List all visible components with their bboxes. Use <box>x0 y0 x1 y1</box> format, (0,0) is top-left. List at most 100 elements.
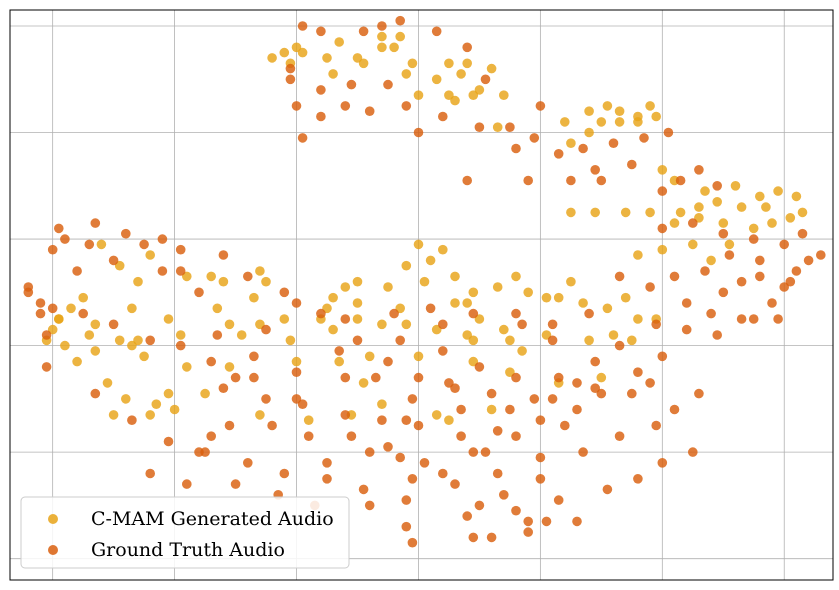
scatter-point <box>54 314 64 324</box>
scatter-point <box>511 271 521 282</box>
scatter-point <box>535 452 546 463</box>
scatter-point <box>620 292 631 303</box>
scatter-point <box>584 335 594 346</box>
scatter-point <box>297 133 308 143</box>
scatter-point <box>486 532 497 543</box>
scatter-point <box>651 319 661 330</box>
scatter-point <box>608 138 619 148</box>
scatter-point <box>200 447 210 457</box>
scatter-point <box>706 308 716 319</box>
scatter-point <box>249 372 259 383</box>
scatter-point <box>462 298 473 308</box>
scatter-point <box>474 500 485 511</box>
scatter-point <box>401 521 412 532</box>
scatter-point <box>121 394 131 404</box>
scatter-point <box>139 351 149 362</box>
scatter-point <box>90 218 101 228</box>
scatter-point <box>523 527 533 537</box>
scatter-point <box>633 117 643 127</box>
scatter-point <box>578 143 588 154</box>
scatter-point <box>23 282 34 292</box>
scatter-point <box>328 69 338 79</box>
scatter-point <box>249 351 259 362</box>
scatter-point <box>755 255 765 266</box>
scatter-point <box>779 239 789 250</box>
scatter-point <box>218 276 229 287</box>
scatter-point <box>224 420 235 431</box>
scatter-point <box>590 383 600 394</box>
scatter-point <box>328 324 338 335</box>
scatter-point <box>633 314 643 324</box>
scatter-point <box>425 303 436 314</box>
scatter-point <box>468 447 479 457</box>
scatter-point <box>547 319 558 330</box>
scatter-point <box>425 255 436 266</box>
scatter-point <box>340 372 351 383</box>
scatter-point <box>145 250 155 260</box>
scatter-point <box>590 207 600 218</box>
scatter-point <box>633 367 643 378</box>
scatter-point <box>694 165 704 175</box>
scatter-point <box>468 308 479 319</box>
scatter-point <box>261 394 271 404</box>
scatter-point <box>212 330 223 340</box>
scatter-point <box>395 452 406 463</box>
scatter-point <box>547 394 558 404</box>
scatter-point <box>72 266 82 276</box>
scatter-point <box>724 250 735 260</box>
scatter-point <box>657 165 668 175</box>
scatter-point <box>84 330 95 340</box>
scatter-point <box>145 468 155 479</box>
scatter-point <box>480 447 491 457</box>
scatter-point <box>535 415 546 426</box>
scatter-point <box>377 399 387 410</box>
scatter-point <box>791 191 802 202</box>
scatter-point <box>47 244 58 255</box>
scatter-point <box>541 516 552 527</box>
scatter-point <box>303 431 314 442</box>
scatter-point <box>627 159 637 170</box>
scatter-point <box>718 228 729 239</box>
scatter-point <box>352 335 363 346</box>
scatter-point <box>547 335 558 346</box>
scatter-point <box>316 26 326 37</box>
scatter-point <box>346 431 357 442</box>
scatter-point <box>413 239 424 250</box>
scatter-point <box>78 292 88 303</box>
scatter-point <box>688 239 698 250</box>
scatter-point <box>590 356 600 367</box>
scatter-point <box>230 479 241 489</box>
scatter-point <box>364 447 375 457</box>
scatter-point <box>645 282 655 292</box>
scatter-point <box>60 234 70 244</box>
scatter-point <box>334 356 345 367</box>
scatter-point <box>560 117 570 127</box>
scatter-point <box>407 58 418 69</box>
scatter-point <box>78 308 88 319</box>
scatter-point <box>645 101 655 111</box>
scatter-point <box>657 351 668 362</box>
scatter-point <box>377 21 387 31</box>
scatter-point <box>669 218 680 228</box>
series-generated-audio <box>41 31 808 426</box>
scatter-point <box>383 282 393 292</box>
scatter-point <box>316 308 326 319</box>
scatter-point <box>633 474 643 484</box>
scatter-point <box>535 101 546 111</box>
scatter-point <box>657 244 668 255</box>
scatter-point <box>566 175 576 186</box>
legend-label-ground-truth: Ground Truth Audio <box>91 539 285 561</box>
scatter-point <box>572 378 582 388</box>
scatter-point <box>261 324 271 335</box>
scatter-point <box>60 340 70 351</box>
scatter-point <box>791 266 802 276</box>
scatter-point <box>395 15 406 26</box>
scatter-point <box>261 276 271 287</box>
scatter-point <box>364 106 375 116</box>
scatter-point <box>395 31 406 42</box>
scatter-point <box>499 490 509 500</box>
scatter-point <box>352 298 363 308</box>
scatter-point <box>803 255 814 266</box>
scatter-point <box>285 63 296 74</box>
scatter-point <box>663 127 674 138</box>
